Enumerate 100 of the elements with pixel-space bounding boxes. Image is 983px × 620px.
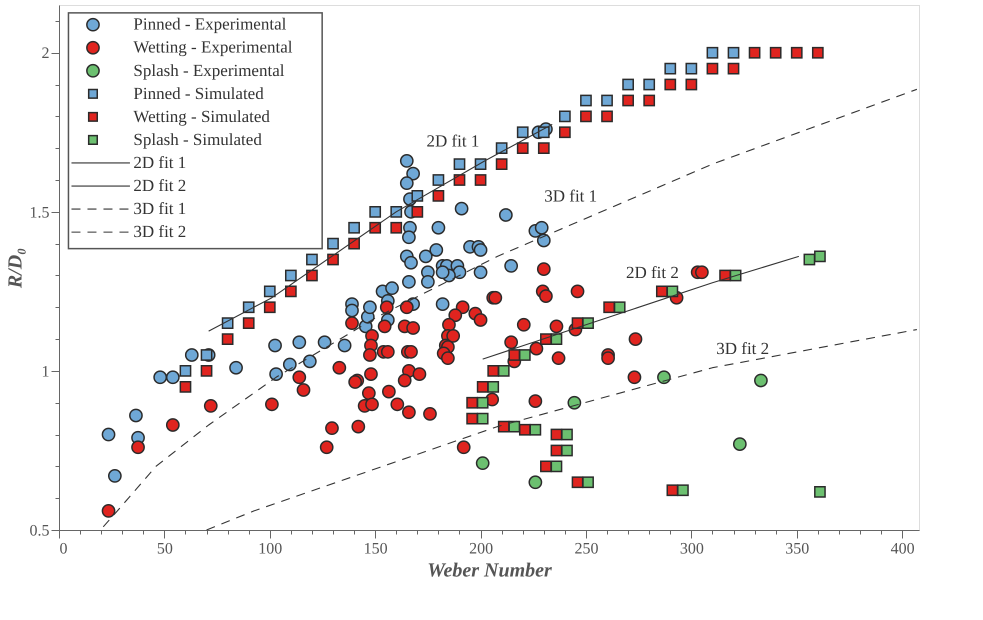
point: [222, 333, 234, 345]
point: [814, 250, 826, 262]
point: [516, 126, 529, 138]
point: [406, 166, 420, 180]
point: [685, 78, 698, 90]
point: [567, 396, 582, 410]
point: [528, 475, 542, 490]
x-tick-label: 100: [258, 540, 282, 558]
point: [498, 420, 510, 432]
point: [582, 476, 594, 488]
point: [476, 456, 490, 470]
point: [748, 46, 760, 59]
x-tick-label: 0: [60, 540, 68, 558]
x-tick-label: 300: [680, 540, 704, 558]
point: [180, 365, 192, 377]
point: [685, 62, 698, 75]
point: [302, 354, 317, 368]
legend-label: 2D fit 2: [133, 176, 186, 196]
legend-label: Pinned - Simulated: [133, 84, 264, 103]
point: [664, 78, 676, 90]
point: [153, 370, 168, 384]
point: [580, 110, 592, 122]
point: [561, 428, 573, 440]
point: [432, 220, 446, 235]
point: [411, 190, 424, 202]
line-series: [102, 88, 918, 528]
x-tick-label: 250: [574, 540, 598, 558]
point: [666, 285, 678, 298]
point: [550, 333, 562, 345]
x-tick-label: 150: [364, 540, 388, 558]
legend-label: Splash - Experimental: [133, 60, 285, 80]
point: [200, 349, 212, 361]
annotation: 2D fit 2: [626, 262, 679, 282]
x-tick-label: 200: [469, 540, 494, 558]
point: [550, 460, 562, 472]
point: [550, 428, 562, 440]
point: [498, 208, 513, 222]
point: [264, 285, 276, 298]
point: [706, 62, 718, 75]
point: [180, 380, 192, 393]
point: [476, 396, 489, 409]
point: [402, 230, 416, 244]
x-tick-label: 400: [890, 540, 915, 558]
point: [706, 46, 718, 59]
annotation: 3D fit 2: [716, 338, 770, 358]
x-tick-label: 350: [785, 540, 810, 558]
point: [454, 202, 468, 216]
point: [400, 176, 414, 190]
point: [327, 238, 339, 250]
point: [436, 297, 450, 311]
x-axis-title: Weber Number: [427, 560, 552, 582]
point: [166, 370, 180, 384]
point: [487, 365, 500, 377]
point: [498, 365, 510, 377]
point: [474, 174, 486, 186]
point: [432, 174, 444, 186]
point: [534, 220, 549, 235]
point: [538, 142, 550, 154]
point: [390, 222, 402, 234]
legend-label: Pinned - Experimental: [133, 14, 287, 34]
point: [229, 360, 243, 375]
legend-label: Splash - Simulated: [133, 130, 262, 149]
point: [487, 380, 500, 393]
point: [728, 46, 740, 59]
point: [814, 486, 826, 498]
annotation: 2D fit 1: [426, 132, 480, 150]
point: [129, 408, 143, 422]
point: [242, 317, 255, 330]
y-axis-title: R/D₀: [4, 248, 26, 290]
point: [614, 301, 626, 314]
point: [184, 348, 199, 362]
point: [363, 300, 377, 314]
point: [504, 259, 518, 273]
point: [429, 243, 444, 257]
point: [102, 428, 116, 442]
point: [643, 94, 656, 106]
point: [474, 265, 488, 280]
point: [400, 154, 414, 168]
point: [561, 444, 573, 456]
point: [338, 338, 352, 352]
legend-label: Wetting - Experimental: [133, 38, 293, 57]
point: [284, 270, 297, 282]
point: [601, 110, 613, 122]
point: [804, 254, 816, 266]
point: [622, 78, 634, 90]
point: [306, 270, 318, 282]
point: [268, 338, 282, 352]
point: [496, 158, 508, 170]
point: [728, 62, 740, 75]
point: [754, 374, 768, 388]
legend-label: 3D fit 1: [133, 199, 186, 218]
point: [385, 281, 399, 296]
point: [643, 78, 656, 90]
point: [282, 358, 297, 372]
point: [421, 274, 435, 289]
point: [518, 349, 531, 361]
point: [284, 285, 297, 298]
y-tick-label: 1: [42, 363, 50, 380]
point: [454, 158, 466, 170]
point: [436, 265, 450, 280]
